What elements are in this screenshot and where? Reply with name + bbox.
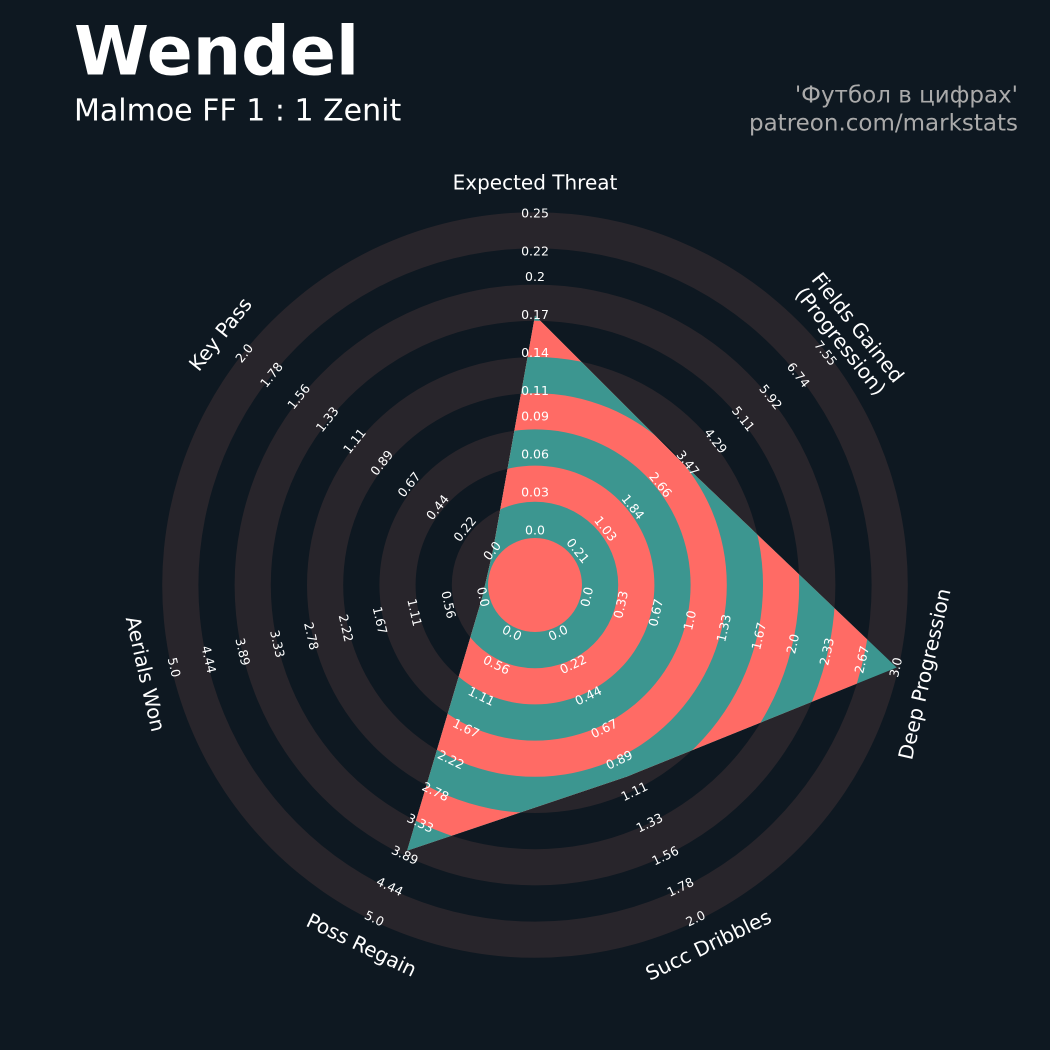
- tick-label: 3.0: [886, 656, 905, 679]
- tick-label: 1.0: [680, 609, 699, 632]
- credit: patreon.com/markstats: [749, 111, 1018, 137]
- tick-label: 4.44: [198, 644, 219, 675]
- tick-label: 0.67: [645, 597, 666, 627]
- tick-label: 0.25: [521, 206, 549, 221]
- tick-label: 0.0: [525, 523, 545, 538]
- tick-label: 0.2: [525, 269, 545, 284]
- tick-label: 0.22: [521, 244, 549, 259]
- credit: 'Футбол в цифрах': [795, 83, 1018, 109]
- tick-label: 0.09: [521, 408, 549, 423]
- tick-label: 2.78: [301, 621, 322, 652]
- tick-label: 1.33: [713, 613, 734, 643]
- tick-label: 2.22: [336, 613, 357, 643]
- tick-label: 1.67: [370, 605, 391, 635]
- chart-subtitle: Malmoe FF 1 : 1 Zenit: [74, 94, 401, 129]
- tick-label: 2.33: [816, 636, 837, 666]
- tick-label: 0.11: [521, 383, 549, 398]
- tick-label: 3.33: [267, 629, 288, 659]
- tick-label: 0.33: [610, 589, 631, 619]
- tick-label: 0.0: [577, 585, 596, 608]
- tick-label: 0.56: [438, 589, 459, 620]
- chart-title: Wendel: [74, 13, 359, 92]
- tick-label: 5.0: [165, 656, 184, 679]
- fill-band: [488, 538, 582, 632]
- tick-label: 0.0: [474, 585, 493, 608]
- tick-label: 2.67: [851, 644, 872, 674]
- tick-label: 0.03: [521, 484, 549, 499]
- tick-label: 1.67: [748, 621, 769, 651]
- tick-label: 0.06: [521, 446, 549, 461]
- tick-label: 2.0: [783, 632, 802, 655]
- tick-label: 0.14: [521, 345, 549, 360]
- axis-label: Expected Threat: [453, 171, 618, 195]
- tick-label: 0.17: [521, 307, 549, 322]
- tick-label: 1.11: [404, 597, 425, 627]
- tick-label: 3.89: [232, 636, 253, 667]
